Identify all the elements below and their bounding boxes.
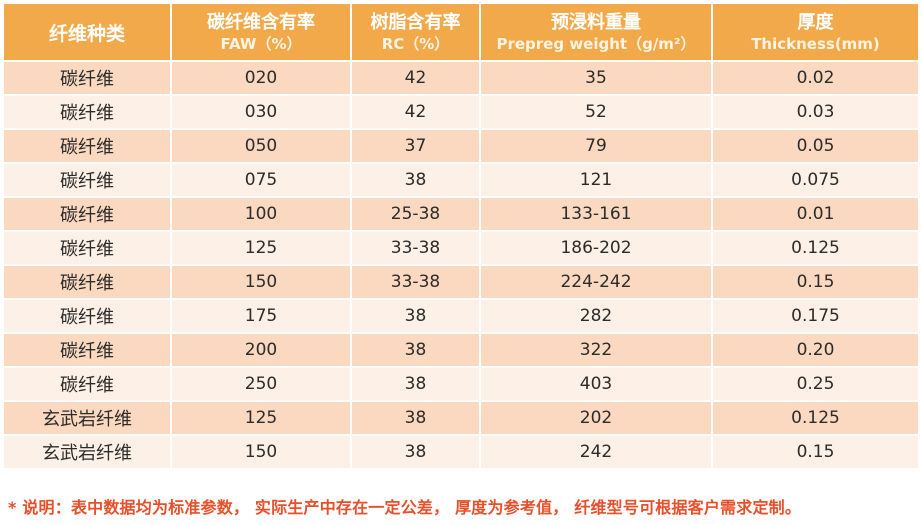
cell-prepreg-weight: 322: [480, 333, 713, 368]
table-row: 碳纤维 200 38 322 0.20: [4, 333, 918, 368]
cell-rc: 38: [351, 367, 481, 402]
prepreg-spec-table: 纤维种类 碳纤维含有率 FAW（%） 树脂含有率 RC（%） 预浸料重量 Pre…: [4, 4, 918, 470]
cell-fiber-type: 碳纤维: [4, 95, 172, 130]
cell-fiber-type: 碳纤维: [4, 61, 172, 96]
table-row: 碳纤维 175 38 282 0.175: [4, 299, 918, 334]
cell-fiber-type: 碳纤维: [4, 265, 172, 300]
cell-thickness: 0.20: [712, 333, 918, 368]
table-header-row: 纤维种类 碳纤维含有率 FAW（%） 树脂含有率 RC（%） 预浸料重量 Pre…: [4, 4, 918, 62]
cell-thickness: 0.125: [712, 401, 918, 436]
cell-faw: 075: [171, 163, 352, 198]
cell-thickness: 0.15: [712, 265, 918, 300]
cell-prepreg-weight: 35: [480, 61, 713, 96]
cell-rc: 42: [351, 61, 481, 96]
header-prepreg-weight-en: Prepreg weight（g/m²）: [496, 34, 696, 53]
header-fiber-type-label: 纤维种类: [48, 22, 125, 45]
table-row: 碳纤维 050 37 79 0.05: [4, 129, 918, 164]
header-thickness: 厚度 Thickness(mm): [712, 4, 918, 62]
cell-prepreg-weight: 403: [480, 367, 713, 402]
cell-rc: 42: [351, 95, 481, 130]
cell-fiber-type: 碳纤维: [4, 231, 172, 266]
header-prepreg-weight-cn: 预浸料重量: [551, 11, 641, 33]
cell-rc: 38: [351, 401, 481, 436]
cell-thickness: 0.05: [712, 129, 918, 164]
header-faw-en: FAW（%）: [220, 34, 302, 53]
cell-faw: 100: [171, 197, 352, 232]
cell-thickness: 0.25: [712, 367, 918, 402]
header-faw: 碳纤维含有率 FAW（%）: [171, 4, 352, 62]
table-row: 碳纤维 075 38 121 0.075: [4, 163, 918, 198]
table-row: 碳纤维 100 25-38 133-161 0.01: [4, 197, 918, 232]
cell-faw: 030: [171, 95, 352, 130]
cell-thickness: 0.125: [712, 231, 918, 266]
table-row: 玄武岩纤维 150 38 242 0.15: [4, 435, 918, 470]
header-rc-cn: 树脂含有率: [370, 11, 461, 33]
header-faw-cn: 碳纤维含有率: [207, 11, 315, 33]
cell-prepreg-weight: 133-161: [480, 197, 713, 232]
header-thickness-cn: 厚度: [797, 11, 834, 33]
cell-faw: 150: [171, 265, 352, 300]
cell-thickness: 0.15: [712, 435, 918, 470]
table-row: 碳纤维 030 42 52 0.03: [4, 95, 918, 130]
cell-thickness: 0.02: [712, 61, 918, 96]
table-row: 碳纤维 150 33-38 224-242 0.15: [4, 265, 918, 300]
footnote: * 说明：表中数据均为标准参数， 实际生产中存在一定公差， 厚度为参考值， 纤维…: [8, 498, 802, 517]
cell-faw: 250: [171, 367, 352, 402]
cell-rc: 38: [351, 435, 481, 470]
header-prepreg-weight: 预浸料重量 Prepreg weight（g/m²）: [480, 4, 713, 62]
cell-prepreg-weight: 224-242: [480, 265, 713, 300]
cell-fiber-type: 碳纤维: [4, 333, 172, 368]
cell-fiber-type: 玄武岩纤维: [4, 435, 172, 470]
cell-thickness: 0.175: [712, 299, 918, 334]
cell-thickness: 0.075: [712, 163, 918, 198]
cell-prepreg-weight: 52: [480, 95, 713, 130]
cell-fiber-type: 碳纤维: [4, 163, 172, 198]
cell-fiber-type: 碳纤维: [4, 299, 172, 334]
cell-prepreg-weight: 282: [480, 299, 713, 334]
cell-rc: 38: [351, 163, 481, 198]
cell-rc: 38: [351, 333, 481, 368]
cell-thickness: 0.01: [712, 197, 918, 232]
cell-fiber-type: 玄武岩纤维: [4, 401, 172, 436]
cell-rc: 25-38: [351, 197, 481, 232]
header-fiber-type: 纤维种类: [4, 4, 172, 62]
cell-rc: 37: [351, 129, 481, 164]
cell-prepreg-weight: 121: [480, 163, 713, 198]
cell-fiber-type: 碳纤维: [4, 129, 172, 164]
table-row: 玄武岩纤维 125 38 202 0.125: [4, 401, 918, 436]
cell-faw: 175: [171, 299, 352, 334]
cell-thickness: 0.03: [712, 95, 918, 130]
cell-faw: 125: [171, 401, 352, 436]
cell-faw: 125: [171, 231, 352, 266]
cell-rc: 38: [351, 299, 481, 334]
cell-prepreg-weight: 186-202: [480, 231, 713, 266]
cell-faw: 050: [171, 129, 352, 164]
cell-fiber-type: 碳纤维: [4, 197, 172, 232]
table-row: 碳纤维 250 38 403 0.25: [4, 367, 918, 402]
cell-rc: 33-38: [351, 231, 481, 266]
cell-faw: 200: [171, 333, 352, 368]
table-row: 碳纤维 020 42 35 0.02: [4, 61, 918, 96]
cell-faw: 020: [171, 61, 352, 96]
cell-prepreg-weight: 242: [480, 435, 713, 470]
header-thickness-en: Thickness(mm): [751, 34, 880, 53]
cell-prepreg-weight: 79: [480, 129, 713, 164]
header-rc: 树脂含有率 RC（%）: [351, 4, 481, 62]
cell-faw: 150: [171, 435, 352, 470]
cell-fiber-type: 碳纤维: [4, 367, 172, 402]
header-rc-en: RC（%）: [381, 34, 450, 53]
cell-rc: 33-38: [351, 265, 481, 300]
cell-prepreg-weight: 202: [480, 401, 713, 436]
table-row: 碳纤维 125 33-38 186-202 0.125: [4, 231, 918, 266]
